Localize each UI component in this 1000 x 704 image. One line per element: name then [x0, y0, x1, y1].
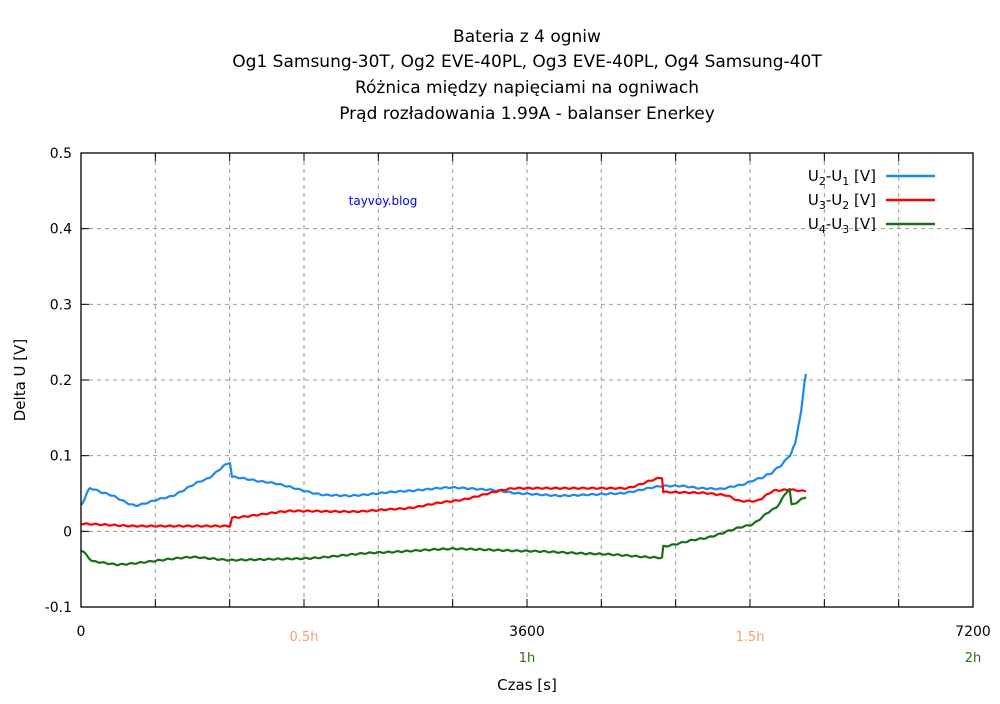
- watermark-annotation: tayvoy.blog: [349, 194, 418, 208]
- title-line-1: Bateria z 4 ogniw: [453, 27, 601, 47]
- legend-label-1: U2-U1 [V]: [808, 167, 876, 188]
- legend-label-3: U4-U3 [V]: [808, 215, 876, 236]
- legend: U2-U1 [V] U3-U2 [V] U4-U3 [V]: [808, 167, 935, 236]
- title-line-3: Różnica między napięciami na ogniwach: [355, 78, 699, 98]
- axis-ticks: -0.1 0 0.1 0.2 0.3 0.4 0.5 0 3600 7200 0.5h 1h 1.5h 2…: [45, 146, 991, 666]
- title-line-4: Prąd rozładowania 1.99A - balanser Enerk…: [339, 104, 715, 124]
- hour-tick-label: 0.5h: [290, 630, 319, 645]
- y-axis-label: Delta U [V]: [11, 339, 29, 422]
- hour-tick-label: 2h: [965, 651, 982, 666]
- x-tick-label: 3600: [509, 624, 545, 640]
- y-tick-label: 0.1: [50, 449, 72, 465]
- plot-frame: [80, 152, 974, 608]
- y-tick-label: 0: [63, 524, 72, 540]
- series-line-2: [81, 476, 807, 528]
- title-line-2: Og1 Samsung-30T, Og2 EVE-40PL, Og3 EVE-4…: [232, 52, 822, 72]
- series-line-1: [80, 373, 808, 507]
- hour-tick-label: 1h: [519, 651, 536, 666]
- x-tick-label: 7200: [955, 624, 991, 640]
- series-lines: [80, 373, 808, 567]
- y-tick-label: 0.5: [50, 146, 72, 162]
- y-tick-label: 0.3: [50, 297, 72, 313]
- chart-title: Bateria z 4 ogniw Og1 Samsung-30T, Og2 E…: [232, 27, 822, 124]
- hour-tick-label: 1.5h: [736, 630, 765, 645]
- series-line-3: [80, 487, 807, 567]
- y-tick-label: -0.1: [45, 600, 72, 616]
- y-tick-label: 0.4: [50, 222, 72, 238]
- x-tick-label: 0: [77, 624, 86, 640]
- x-axis-label: Czas [s]: [497, 676, 557, 694]
- grid: [81, 153, 973, 607]
- legend-label-2: U3-U2 [V]: [808, 191, 876, 212]
- y-tick-label: 0.2: [50, 373, 72, 389]
